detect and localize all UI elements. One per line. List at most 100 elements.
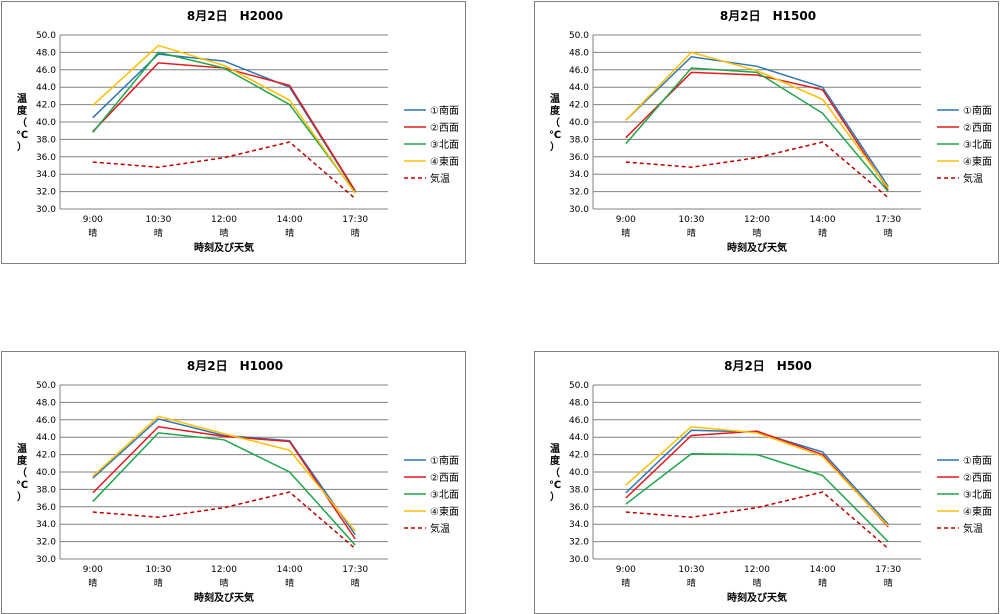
series-line [92, 415, 356, 532]
chart-h1500: 8月2日 H1500 30.0 32.0 34.0 36.0 38.0 40.0 42.0 44… [534, 1, 999, 264]
legend-label: ②西面 [963, 473, 992, 484]
x-tick-label: 10:30 [145, 215, 171, 225]
legend-label: ④東面 [430, 155, 459, 168]
x-tick-weather: 晴 [752, 577, 761, 589]
y-tick-label: 48.0 [36, 398, 56, 408]
x-tick-label: 17:30 [875, 565, 901, 575]
y-tick-label: 30.0 [569, 205, 589, 215]
series-line [625, 425, 889, 527]
x-tick-weather: 晴 [219, 577, 228, 589]
x-axis-label: 時刻及び天気 [194, 591, 254, 604]
series-line [92, 44, 356, 194]
x-tick-label: 9:00 [616, 215, 636, 225]
x-tick-weather: 晴 [884, 227, 893, 239]
series-line [625, 71, 889, 191]
x-tick-label: 10:30 [678, 565, 704, 575]
y-tick-label: 30.0 [569, 555, 589, 565]
legend-label: ①南面 [430, 454, 459, 467]
x-tick-label: 12:00 [744, 215, 770, 225]
legend-label: 気温 [430, 172, 450, 185]
y-tick-label: 48.0 [569, 48, 589, 58]
y-tick-label: 32.0 [36, 188, 56, 198]
y-tick-label: 42.0 [36, 451, 56, 461]
x-axis-label: 時刻及び天気 [727, 591, 787, 604]
y-axis-label: 温度（℃） [16, 92, 28, 153]
y-tick-label: 38.0 [569, 135, 589, 145]
chart-title: 8月2日 H2000 [187, 9, 283, 23]
x-tick-label: 9:00 [83, 215, 103, 225]
legend-label: ④東面 [963, 155, 992, 168]
y-tick-label: 36.0 [36, 503, 56, 513]
x-tick-weather: 晴 [621, 577, 630, 589]
y-tick-label: 36.0 [36, 153, 56, 163]
y-tick-label: 42.0 [569, 451, 589, 461]
y-tick-label: 44.0 [36, 433, 56, 443]
y-tick-label: 36.0 [569, 153, 589, 163]
y-tick-label: 38.0 [36, 485, 56, 495]
x-tick-weather: 晴 [219, 227, 228, 239]
x-tick-label: 10:30 [145, 565, 171, 575]
y-tick-label: 34.0 [36, 170, 56, 180]
y-tick-label: 40.0 [36, 118, 56, 128]
chart-svg: 8月2日 H2000 30.0 32.0 34.0 36.0 38.0 40.0 42.0 44… [16, 9, 459, 254]
y-tick-label: 44.0 [36, 83, 56, 93]
y-tick-label: 42.0 [569, 101, 589, 111]
legend-label: 気温 [963, 172, 983, 185]
y-tick-label: 44.0 [569, 83, 589, 93]
legend-label: ②西面 [963, 123, 992, 134]
y-tick-label: 40.0 [569, 468, 589, 478]
x-tick-label: 14:00 [810, 215, 836, 225]
chart-h1000: 8月2日 H1000 30.0 32.0 34.0 36.0 38.0 40.0 42.0 44… [1, 351, 466, 614]
legend-label: ③北面 [963, 139, 992, 151]
x-tick-label: 14:00 [277, 565, 303, 575]
x-tick-weather: 晴 [154, 227, 163, 239]
x-tick-label: 17:30 [875, 215, 901, 225]
y-tick-label: 46.0 [569, 416, 589, 426]
legend-label: 気温 [963, 522, 983, 535]
legend-label: 気温 [430, 522, 450, 535]
y-tick-label: 40.0 [36, 468, 56, 478]
chart-h2000: 8月2日 H2000 30.0 32.0 34.0 36.0 38.0 40.0 42.0 44… [1, 1, 466, 264]
legend-label: ①南面 [963, 454, 992, 467]
y-tick-label: 32.0 [36, 538, 56, 548]
series-line [92, 432, 356, 546]
series-line [92, 425, 356, 540]
series-line [92, 141, 356, 200]
y-tick-label: 38.0 [36, 135, 56, 145]
series-line [92, 51, 356, 193]
legend-label: ④東面 [963, 505, 992, 518]
x-tick-weather: 晴 [752, 227, 761, 239]
y-tick-label: 30.0 [36, 555, 56, 565]
legend-label: ②西面 [430, 473, 459, 484]
series-line [92, 53, 356, 192]
x-tick-label: 9:00 [616, 565, 636, 575]
y-tick-label: 50.0 [569, 381, 589, 391]
legend-label: ③北面 [430, 139, 459, 151]
x-tick-label: 12:00 [211, 565, 237, 575]
series-line [625, 491, 889, 550]
x-tick-weather: 晴 [818, 227, 827, 239]
y-tick-label: 30.0 [36, 205, 56, 215]
y-tick-label: 46.0 [36, 66, 56, 76]
x-tick-weather: 晴 [818, 577, 827, 589]
y-tick-label: 50.0 [36, 381, 56, 391]
y-axis-label: 温度（℃） [16, 442, 28, 503]
x-tick-label: 9:00 [83, 565, 103, 575]
x-tick-weather: 晴 [285, 577, 294, 589]
x-axis-label: 時刻及び天気 [727, 241, 787, 254]
y-tick-label: 50.0 [569, 31, 589, 41]
y-axis-label: 温度（℃） [549, 442, 561, 503]
y-tick-label: 34.0 [569, 170, 589, 180]
x-tick-weather: 晴 [351, 577, 360, 589]
chart-svg: 8月2日 H1000 30.0 32.0 34.0 36.0 38.0 40.0 42.0 44… [16, 359, 459, 604]
chart-title: 8月2日 H500 [724, 359, 812, 373]
x-tick-weather: 晴 [351, 227, 360, 239]
legend-label: ②西面 [430, 123, 459, 134]
x-tick-weather: 晴 [884, 577, 893, 589]
chart-title: 8月2日 H1500 [720, 9, 816, 23]
y-tick-label: 40.0 [569, 118, 589, 128]
series-line [625, 51, 889, 189]
series-line [92, 418, 356, 536]
x-tick-weather: 晴 [687, 577, 696, 589]
x-tick-weather: 晴 [154, 577, 163, 589]
